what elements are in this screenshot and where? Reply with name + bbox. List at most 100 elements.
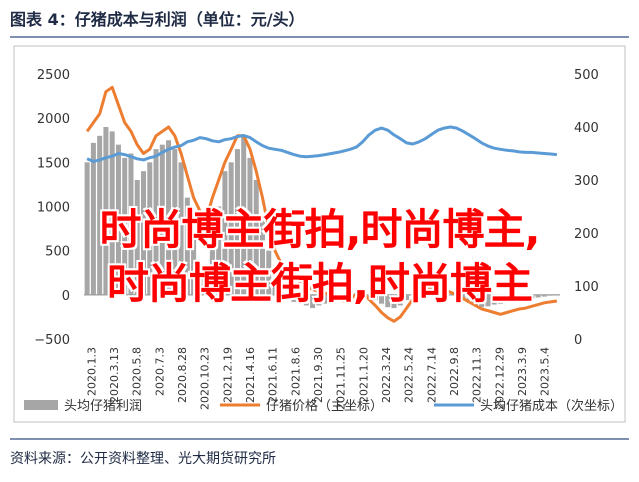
profit-bar (228, 162, 234, 295)
x-axis-tick-label: 2021.8.6 (289, 347, 302, 396)
chart-frame (13, 45, 626, 423)
legend-label: 头均仔猪利润 (64, 399, 142, 414)
profit-bar (247, 157, 253, 295)
profit-bar (491, 294, 497, 305)
right-axis-tick-label: 500 (574, 68, 599, 83)
profit-bar (84, 162, 90, 295)
profit-bar (153, 149, 159, 295)
profit-bar (316, 294, 322, 306)
profit-bar (184, 197, 190, 295)
profit-bar (109, 131, 115, 295)
x-axis-tick-label: 2020.1.3 (85, 347, 98, 396)
profit-bar (103, 127, 109, 295)
profit-bar (97, 135, 103, 295)
profit-bar (278, 292, 284, 295)
profit-bar (159, 144, 165, 295)
profit-bar (209, 241, 215, 295)
profit-bar (222, 171, 228, 295)
profit-bar (472, 294, 478, 306)
left-axis-tick-label: 2500 (37, 68, 70, 83)
profit-bar (466, 294, 472, 303)
profit-bar (385, 294, 391, 308)
right-axis-tick-label: 0 (574, 333, 582, 348)
profit-bar (140, 171, 147, 295)
x-axis-tick-label: 2021.4.16 (244, 347, 257, 403)
profit-bar (322, 294, 328, 304)
profit-bar (234, 149, 240, 295)
left-axis-tick-label: 2000 (37, 112, 70, 127)
profit-bar (328, 294, 334, 302)
profit-bar (166, 140, 172, 295)
x-axis-tick-label: 2020.10.23 (199, 347, 212, 410)
x-axis-tick-label: 2022.3.24 (380, 347, 393, 403)
source-note: 资料来源：公开资料整理、光大期货研究所 (10, 451, 276, 467)
x-axis-tick-label: 2022.5.24 (403, 347, 416, 403)
profit-bar (297, 294, 303, 304)
profit-bar (523, 294, 529, 300)
profit-bar (253, 180, 259, 295)
profit-bar (90, 142, 96, 295)
chart-area: −500 0 500 1000 1500 2000 2500 0 100 200 300 400 500… (0, 44, 639, 424)
price-line (85, 85, 558, 323)
x-axis-tick-label: 2020.8.28 (176, 347, 189, 403)
source-divider (10, 438, 629, 440)
profit-bar (115, 144, 121, 295)
profit-bar (203, 277, 209, 295)
x-axis-tick-label: 2022.9.8 (448, 347, 461, 396)
profit-bar (266, 250, 272, 295)
right-axis-tick-label: 100 (574, 280, 599, 295)
legend-swatch-bar (24, 400, 58, 410)
left-axis-tick-label: 0 (62, 289, 70, 304)
left-axis-tick-label: 500 (45, 245, 70, 260)
profit-bar (178, 162, 184, 295)
left-axis-tick-label: −500 (34, 333, 70, 348)
profit-bar (122, 157, 128, 295)
title-divider (10, 36, 629, 38)
profit-bar (134, 180, 140, 295)
profit-bar (416, 290, 422, 295)
x-axis-tick-label: 2020.7.3 (153, 347, 166, 396)
profit-bar (435, 290, 441, 295)
legend-label: 头均仔猪成本（次坐标） (480, 398, 623, 414)
x-axis-tick-label: 2023.3.9 (516, 347, 529, 396)
profit-bar (391, 294, 397, 309)
profit-bar (291, 294, 297, 302)
legend-label: 仔猪价格（主坐标） (266, 398, 383, 414)
profit-bar (147, 162, 153, 295)
profit-bar (341, 294, 347, 297)
x-axis-tick-label: 2021.11.25 (335, 347, 348, 410)
profit-bar (241, 135, 247, 295)
profit-bar (535, 294, 541, 298)
cost-line (86, 125, 558, 163)
chart-title: 图表 4：仔猪成本与利润（单位：元/头） (10, 10, 305, 29)
right-axis-tick-label: 200 (574, 227, 599, 242)
profit-bar (541, 294, 547, 297)
profit-bar (510, 294, 516, 302)
profit-bar (372, 294, 378, 301)
profit-bar (397, 294, 403, 306)
profit-bar (172, 149, 178, 295)
profit-bar (259, 215, 266, 295)
profit-bar (548, 294, 554, 296)
profit-bar (128, 153, 134, 295)
profit-bar (272, 281, 278, 295)
right-axis-tick-label: 400 (574, 121, 599, 136)
x-axis-tick-label: 2020.5.8 (131, 347, 144, 396)
profit-bar (197, 268, 203, 295)
profit-bar (529, 294, 535, 299)
x-axis-tick-label: 2021.6.11 (267, 347, 280, 403)
profit-bar (429, 287, 435, 295)
profit-bar (479, 294, 485, 308)
left-axis-tick-label: 1000 (37, 201, 70, 216)
profit-bar (303, 294, 309, 306)
profit-bar (516, 294, 522, 301)
profit-bar (497, 294, 504, 304)
left-axis-tick-label: 1500 (37, 156, 70, 171)
x-axis-tick-label: 2022.12.29 (493, 347, 506, 410)
profit-bar (285, 294, 291, 299)
profit-bar (504, 294, 510, 302)
profit-bar (366, 294, 372, 297)
profit-bar (441, 293, 447, 295)
profit-bar (310, 294, 316, 309)
profit-bar (485, 294, 491, 307)
